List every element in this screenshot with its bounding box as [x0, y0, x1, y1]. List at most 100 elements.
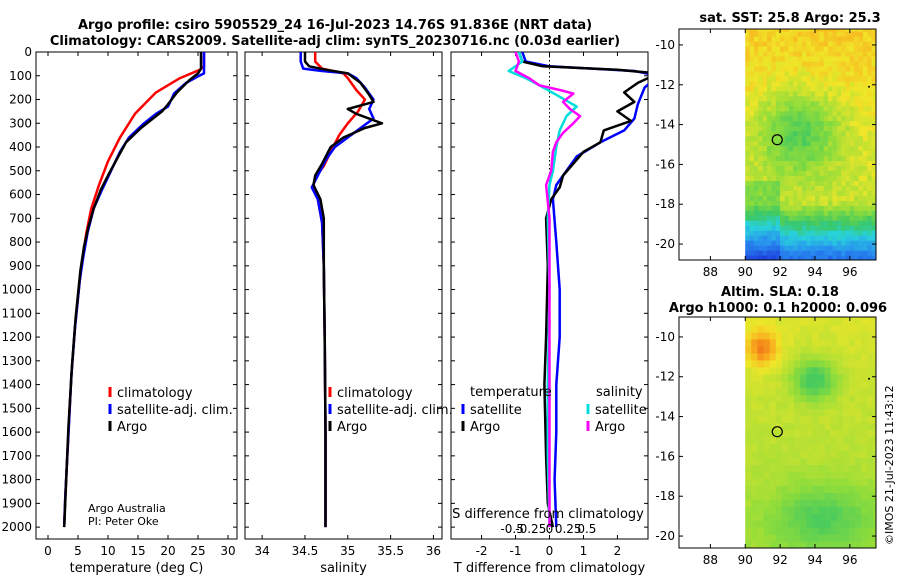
- raster-cell: [845, 110, 851, 117]
- raster-cell: [801, 65, 807, 72]
- raster-cell: [873, 401, 876, 410]
- map-y-tick-label: -12: [655, 370, 675, 384]
- raster-cell: [769, 485, 777, 493]
- raster-cell: [751, 534, 758, 542]
- raster-cell: [832, 65, 838, 72]
- raster-cell: [836, 165, 842, 171]
- raster-cell: [767, 225, 772, 231]
- raster-cell: [867, 65, 873, 72]
- raster-cell: [788, 317, 795, 319]
- raster-cell: [745, 401, 752, 410]
- raster-cell: [818, 359, 826, 368]
- raster-cell: [762, 240, 768, 246]
- raster-cell: [873, 520, 876, 528]
- raster-cell: [784, 175, 790, 181]
- raster-cell: [788, 457, 795, 465]
- raster-cell: [769, 325, 777, 333]
- raster-cell: [867, 110, 873, 117]
- raster-cell: [810, 85, 816, 92]
- raster-cell: [775, 499, 783, 507]
- raster-cell: [861, 457, 868, 465]
- series-t-argo-line: [517, 52, 648, 528]
- raster-cell: [862, 245, 868, 251]
- raster-cell: [751, 359, 758, 368]
- raster-cell: [855, 527, 862, 535]
- raster-cell: [862, 95, 868, 102]
- raster-cell: [819, 85, 825, 92]
- raster-cell: [793, 55, 799, 62]
- raster-cell: [841, 75, 847, 82]
- raster-cell: [801, 210, 807, 216]
- raster-cell: [845, 36, 851, 42]
- raster-cell: [849, 401, 856, 410]
- raster-cell: [823, 60, 829, 67]
- raster-cell: [754, 220, 759, 226]
- raster-cell: [758, 235, 764, 241]
- raster-cell: [819, 75, 825, 82]
- raster-cell: [832, 200, 838, 206]
- raster-cell: [810, 160, 816, 166]
- raster-cell: [861, 492, 868, 500]
- raster-cell: [784, 190, 790, 196]
- raster-cell: [810, 55, 816, 62]
- raster-cell: [873, 513, 876, 521]
- raster-cell: [812, 373, 820, 382]
- raster-cell: [775, 160, 781, 166]
- raster-cell: [758, 130, 764, 137]
- raster-cell: [855, 331, 862, 340]
- raster-cell: [818, 513, 826, 521]
- raster-cell: [815, 115, 820, 122]
- raster-cell: [818, 331, 826, 340]
- raster-cell: [828, 210, 834, 216]
- raster-cell: [775, 380, 783, 389]
- raster-cell: [862, 190, 868, 196]
- raster-cell: [818, 520, 826, 528]
- raster-cell: [836, 75, 842, 82]
- raster-cell: [749, 245, 755, 251]
- raster-cell: [780, 45, 786, 52]
- raster-cell: [823, 50, 829, 57]
- raster-cell: [762, 145, 768, 152]
- raster-cell: [780, 150, 786, 157]
- raster-cell: [758, 125, 764, 132]
- raster-cell: [849, 380, 856, 389]
- raster-cell: [867, 175, 873, 181]
- raster-cell: [812, 450, 820, 458]
- raster-cell: [771, 190, 777, 196]
- raster-cell: [781, 345, 789, 354]
- raster-cell: [806, 130, 812, 137]
- raster-cell: [867, 436, 874, 445]
- raster-cell: [769, 541, 777, 548]
- raster-cell: [861, 499, 868, 507]
- raster-cell: [832, 215, 838, 221]
- raster-cell: [845, 115, 851, 122]
- raster-cell: [867, 220, 873, 226]
- raster-cell: [775, 485, 783, 493]
- raster-cell: [767, 110, 772, 117]
- raster-cell: [775, 200, 781, 206]
- raster-cell: [771, 130, 777, 137]
- raster-cell: [775, 394, 783, 403]
- raster-cell: [767, 235, 772, 241]
- raster-cell: [771, 65, 777, 72]
- raster-cell: [815, 205, 820, 211]
- raster-cell: [841, 40, 847, 47]
- raster-cell: [832, 165, 838, 171]
- raster-cell: [788, 240, 794, 246]
- raster-cell: [797, 100, 803, 107]
- raster-cell: [810, 50, 816, 57]
- raster-cell: [771, 180, 777, 186]
- raster-cell: [830, 443, 838, 452]
- raster-cell: [749, 115, 755, 122]
- raster-cell: [828, 130, 834, 137]
- raster-cell: [841, 225, 847, 231]
- raster-cell: [775, 245, 781, 251]
- raster-cell: [836, 195, 842, 201]
- raster-cell: [836, 160, 842, 166]
- raster-cell: [806, 513, 813, 521]
- raster-cell: [812, 387, 820, 396]
- raster-cell: [849, 145, 855, 152]
- raster-cell: [854, 160, 860, 166]
- raster-cell: [854, 185, 860, 191]
- raster-cell: [854, 50, 860, 57]
